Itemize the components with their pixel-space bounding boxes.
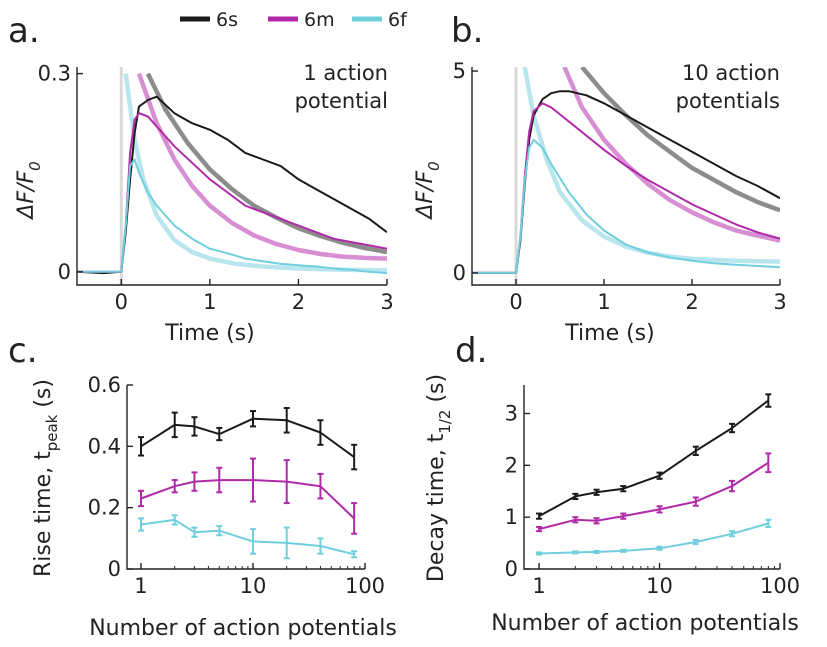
series-line-6m bbox=[140, 479, 355, 520]
y-axis-label: Rise time, tpeak (s) bbox=[31, 379, 61, 577]
annotation-line: 1 action bbox=[303, 61, 388, 85]
x-tick-label: 100 bbox=[760, 574, 800, 598]
series-line-6s bbox=[538, 399, 769, 517]
y-axis-label: ΔF/F0 bbox=[413, 161, 443, 220]
annotation-line: potentials bbox=[676, 89, 780, 113]
x-tick-label: 2 bbox=[685, 290, 698, 314]
x-axis-label: Time (s) bbox=[564, 321, 654, 346]
y-axis-label-sub: 0 bbox=[425, 161, 443, 171]
y-axis-label-tail: (s) bbox=[31, 379, 56, 415]
y-tick-label: 0 bbox=[108, 557, 121, 581]
x-axis-label: Number of action potentials bbox=[89, 616, 397, 641]
x-tick-label: 10 bbox=[646, 574, 673, 598]
y-axis-label-sub: peak bbox=[43, 414, 61, 451]
x-tick-label: 1 bbox=[532, 574, 545, 598]
y-axis-label-tail: (s) bbox=[424, 374, 449, 410]
series-line-fit_6s bbox=[580, 67, 780, 213]
x-tick-label: 10 bbox=[240, 574, 267, 598]
x-tick-label: 100 bbox=[345, 574, 385, 598]
y-axis-label: Decay time, t1/2 (s) bbox=[424, 374, 454, 582]
y-tick-label: 0 bbox=[453, 261, 466, 285]
x-axis-label: Number of action potentials bbox=[491, 611, 799, 636]
legend: 6s 6m 6f bbox=[180, 9, 408, 31]
x-tick-label: 1 bbox=[134, 574, 147, 598]
y-tick-label: 5 bbox=[453, 59, 466, 83]
series-line-6m bbox=[538, 461, 769, 531]
plot-area bbox=[472, 67, 780, 285]
plot-area bbox=[140, 417, 355, 556]
y-axis-label: ΔF/F0 bbox=[14, 161, 44, 220]
x-tick-label: 2 bbox=[292, 290, 305, 314]
panel-letter: b. bbox=[451, 11, 483, 51]
panel-letter: a. bbox=[8, 11, 40, 51]
y-axis-label-sub: 1/2 bbox=[436, 410, 454, 434]
y-axis-label-main: ΔF/F bbox=[14, 171, 39, 221]
legend-label-6m: 6m bbox=[304, 9, 335, 31]
axes bbox=[76, 67, 387, 286]
x-axis-label: Time (s) bbox=[164, 321, 254, 346]
panel-c: c. 1 10 100 0 0.2 0.4 0.6 Number of action poten… bbox=[8, 331, 397, 641]
annotation-line: 10 action bbox=[682, 61, 780, 85]
plot-area bbox=[538, 399, 769, 555]
y-axis-label-main: Decay time, t bbox=[424, 433, 449, 582]
y-tick-label: 0 bbox=[505, 557, 518, 581]
series-line-fit_6f bbox=[123, 73, 387, 273]
x-tick-label: 1 bbox=[597, 290, 610, 314]
series-line-6f bbox=[472, 138, 780, 274]
series-line-fit_6s bbox=[145, 72, 387, 255]
series-line-6f bbox=[77, 158, 387, 275]
x-tick-label: 1 bbox=[203, 290, 216, 314]
y-axis-label-main: Rise time, t bbox=[31, 451, 56, 577]
x-tick-label: 3 bbox=[773, 290, 786, 314]
series-line-fit_6m bbox=[136, 72, 387, 261]
y-tick-label: 3 bbox=[505, 402, 518, 426]
y-tick-label: 2 bbox=[505, 453, 518, 477]
y-axis-label-main: ΔF/F bbox=[413, 171, 438, 221]
y-tick-label: 0 bbox=[58, 260, 71, 284]
y-tick-label: 1 bbox=[505, 505, 518, 529]
panel-letter: c. bbox=[8, 331, 38, 371]
series-line-6f bbox=[140, 518, 355, 556]
annotation-line: potential bbox=[295, 89, 388, 113]
y-tick-label: 0.3 bbox=[38, 62, 71, 86]
series-line-fit_6m bbox=[562, 67, 780, 243]
axes bbox=[523, 385, 780, 570]
y-tick-label: 0.4 bbox=[88, 434, 121, 458]
series-line-6f bbox=[539, 522, 769, 555]
axes bbox=[126, 385, 365, 570]
x-tick-label: 3 bbox=[380, 290, 393, 314]
y-tick-label: 0.2 bbox=[88, 496, 121, 520]
plot-area bbox=[77, 67, 387, 285]
x-tick-label: 0 bbox=[509, 290, 522, 314]
panel-letter: d. bbox=[455, 331, 487, 371]
legend-label-6s: 6s bbox=[216, 9, 238, 31]
legend-label-6f: 6f bbox=[388, 9, 408, 31]
series-line-6s bbox=[140, 417, 355, 458]
y-axis-label-sub: 0 bbox=[26, 161, 44, 171]
axes bbox=[471, 67, 780, 286]
x-tick-label: 0 bbox=[115, 290, 128, 314]
y-tick-label: 0.6 bbox=[88, 373, 121, 397]
